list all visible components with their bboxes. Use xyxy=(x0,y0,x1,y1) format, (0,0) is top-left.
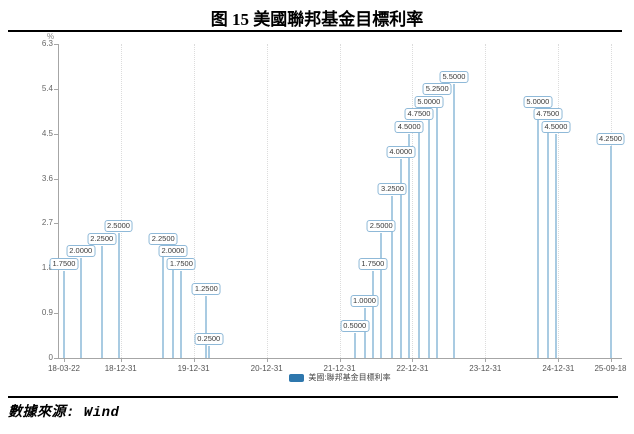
vertical-gridline xyxy=(193,44,195,358)
rate-value-label: 0.2500 xyxy=(194,332,224,345)
rate-value-label: 2.0000 xyxy=(66,245,96,258)
rate-stem-bar xyxy=(363,308,366,358)
rate-stem-bar xyxy=(436,96,439,358)
x-tick-label: 25-09-18 xyxy=(594,364,627,373)
rate-stem-bar xyxy=(427,108,430,358)
rate-value-label: 2.0000 xyxy=(158,245,188,258)
y-tick-mark xyxy=(54,178,58,180)
x-tick-label: 18-12-31 xyxy=(104,364,137,373)
y-tick-mark xyxy=(54,44,58,45)
rate-stem-bar xyxy=(100,245,103,358)
rate-stem-bar xyxy=(408,133,411,358)
chart-title: 图 15 美國聯邦基金目標利率 xyxy=(210,10,424,29)
rate-value-label: 2.5000 xyxy=(104,220,133,233)
y-tick-label: 3.6 xyxy=(41,173,53,183)
x-tick-mark xyxy=(64,358,65,362)
y-axis-unit-label: % xyxy=(47,32,55,41)
vertical-gridline xyxy=(485,44,487,358)
rate-stem-bar xyxy=(180,270,183,358)
rate-stem-bar xyxy=(172,258,175,358)
rate-stem-bar xyxy=(205,295,208,358)
rate-stem-bar xyxy=(117,233,120,358)
rate-value-label: 4.2500 xyxy=(596,133,625,146)
y-tick-label: 1.8 xyxy=(41,263,53,273)
rate-value-label: 4.7500 xyxy=(533,108,563,121)
footer-divider-line xyxy=(8,396,618,398)
rate-value-label: 4.0000 xyxy=(386,145,416,158)
title-divider-line xyxy=(8,30,622,32)
rate-stem-bar xyxy=(371,270,374,358)
rate-value-label: 1.7500 xyxy=(49,257,79,270)
y-tick-label: 0 xyxy=(48,353,53,362)
rate-stem-bar xyxy=(207,345,210,358)
rate-value-label: 1.2500 xyxy=(191,282,221,295)
x-tick-mark xyxy=(120,358,122,362)
rate-value-label: 0.5000 xyxy=(340,320,370,333)
x-tick-mark xyxy=(558,358,560,362)
y-axis-line xyxy=(58,44,59,358)
rate-value-label: 1.0000 xyxy=(350,295,379,308)
vertical-gridline xyxy=(266,44,268,358)
y-tick-label: 2.7 xyxy=(41,218,53,228)
x-tick-mark xyxy=(485,358,487,362)
rate-stem-bar xyxy=(162,245,165,358)
rate-value-label: 2.5000 xyxy=(366,220,396,233)
x-tick-label: 24-12-31 xyxy=(542,364,575,373)
rate-stem-bar xyxy=(353,333,356,358)
rate-value-label: 4.5000 xyxy=(541,120,571,133)
rate-stem-bar xyxy=(546,121,549,358)
x-tick-mark xyxy=(412,358,414,362)
x-tick-mark xyxy=(193,358,195,362)
legend-swatch xyxy=(289,373,305,382)
y-tick-mark xyxy=(54,88,58,90)
rate-stem-bar xyxy=(79,258,82,358)
legend-label: 美國:聯邦基金目標利率 xyxy=(308,373,391,382)
x-tick-mark xyxy=(610,358,612,362)
y-tick-mark xyxy=(54,358,58,359)
rate-value-label: 3.2500 xyxy=(377,183,407,196)
x-tick-mark xyxy=(339,358,341,362)
rate-stem-bar xyxy=(554,133,557,358)
rate-stem-bar xyxy=(399,158,402,358)
rate-value-label: 5.0000 xyxy=(523,95,553,108)
vertical-gridline xyxy=(339,44,341,358)
y-tick-mark xyxy=(54,223,58,225)
rate-stem-bar xyxy=(609,146,612,358)
x-tick-label: 23-12-31 xyxy=(469,364,502,373)
y-tick-label: 0.9 xyxy=(41,308,53,318)
rate-value-label: 1.7500 xyxy=(358,257,388,270)
data-source-text: 數據來源: Wind xyxy=(8,405,120,421)
rate-stem-bar xyxy=(380,233,383,358)
rate-value-label: 2.2500 xyxy=(87,232,117,245)
rate-stem-bar xyxy=(536,108,539,358)
rate-stem-bar xyxy=(391,196,394,358)
x-tick-label: 21-12-31 xyxy=(323,364,356,373)
y-tick-label: 6.3 xyxy=(41,39,53,48)
rate-value-label: 4.5000 xyxy=(394,120,424,133)
x-tick-label: 19-12-31 xyxy=(177,364,210,373)
rate-stem-bar xyxy=(418,121,420,358)
rate-value-label: 5.5000 xyxy=(439,70,469,83)
chart-legend: 美國:聯邦基金目標利率 xyxy=(58,373,622,382)
x-tick-label: 20-12-31 xyxy=(250,364,283,373)
vertical-gridline xyxy=(412,44,414,358)
rate-value-label: 4.7500 xyxy=(404,108,434,121)
rate-value-label: 5.0000 xyxy=(414,95,444,108)
vertical-gridline xyxy=(120,44,122,358)
x-tick-label: 22-12-31 xyxy=(396,364,429,373)
y-tick-mark xyxy=(54,313,58,315)
y-tick-label: 5.4 xyxy=(41,83,53,93)
y-tick-label: 4.5 xyxy=(41,128,53,138)
vertical-gridline xyxy=(558,44,560,358)
rate-value-label: 5.2500 xyxy=(422,83,452,96)
rate-stem-bar xyxy=(452,83,455,358)
rate-value-label: 1.7500 xyxy=(166,257,196,270)
x-tick-mark xyxy=(266,358,268,362)
rate-value-label: 2.2500 xyxy=(148,232,178,245)
rate-stem-bar xyxy=(63,270,65,358)
y-tick-mark xyxy=(54,133,58,135)
x-tick-label: 18-03-22 xyxy=(47,364,81,373)
